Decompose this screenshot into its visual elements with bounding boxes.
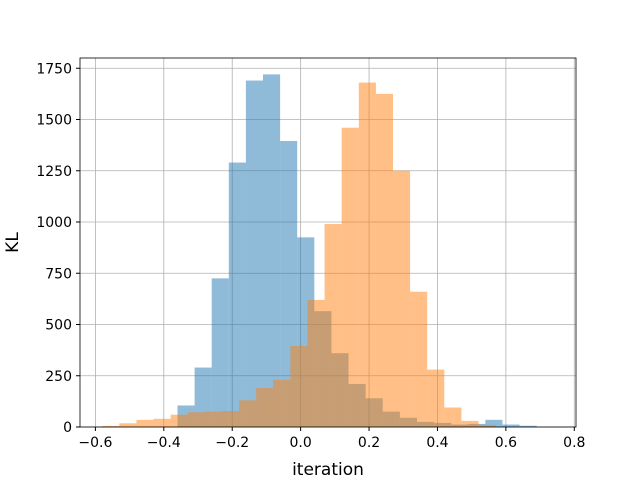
y-tick-label: 750 [45,266,72,282]
x-tick-label: −0.6 [78,435,112,451]
histogram-bar [519,425,537,427]
x-tick-label: −0.4 [147,435,181,451]
histogram-bar [273,379,291,427]
y-axis-label: KL [3,232,23,253]
histogram-bar [136,419,154,427]
histogram-bar [153,418,171,427]
y-tick-label: 1250 [36,164,72,180]
y-tick-label: 1500 [36,113,72,129]
histogram-bar [358,82,376,427]
histogram-bar [204,411,222,427]
histogram-bar [485,419,503,427]
x-tick-label: 0.8 [563,435,585,451]
x-axis-label: iteration [292,460,364,480]
histogram-bar [211,278,229,427]
histogram-bar [245,80,264,428]
histogram-bar [375,93,393,427]
histogram-bar [290,346,308,427]
histogram-bar [461,420,479,427]
y-tick-label: 1750 [36,61,72,77]
histogram-bar [427,369,445,427]
y-tick-label: 1000 [36,215,72,231]
histogram-bar [410,291,428,427]
histogram-bar [102,425,120,427]
histogram-bar [392,170,411,427]
histogram-bar [228,162,246,428]
axis-ticks: −0.6 −0.4 −0.2 0.0 0.2 0.4 0.6 0.8 0 250 500 750 100… [36,61,585,451]
histogram-bar [444,407,462,427]
histogram-bar [119,423,137,427]
x-tick-label: 0.6 [495,435,517,451]
y-tick-label: 500 [45,318,72,334]
histogram-bar [324,224,342,427]
bars [102,74,537,428]
y-tick-label: 250 [45,369,72,385]
x-tick-label: −0.2 [215,435,249,451]
histogram-bar [221,411,240,427]
x-tick-label: 0.2 [358,435,380,451]
plot-frame [79,57,577,428]
x-tick-label: 0.0 [290,435,312,451]
histogram-bar [307,299,325,427]
histogram-bar [187,412,205,427]
histogram-bar [256,388,274,427]
histogram-bar [502,424,520,427]
histogram-bar [239,400,257,427]
y-tick-label: 0 [63,420,72,436]
histogram-bar [170,414,188,427]
histogram-bar [478,424,496,427]
histogram-bar [341,127,359,427]
histogram-bar [263,74,281,428]
x-tick-label: 0.4 [426,435,448,451]
